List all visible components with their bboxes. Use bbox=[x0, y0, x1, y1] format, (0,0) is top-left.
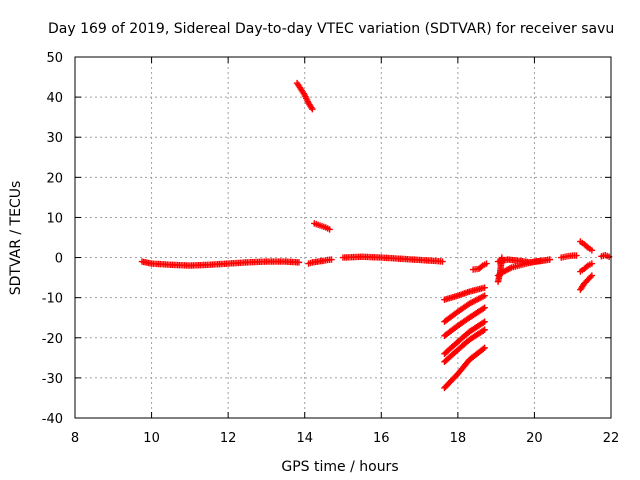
series-drop-a bbox=[441, 284, 488, 303]
y-tick-label: -40 bbox=[42, 412, 63, 427]
data-point bbox=[587, 273, 594, 281]
y-tick-label: 10 bbox=[46, 211, 63, 226]
y-tick-label: 30 bbox=[46, 131, 63, 146]
series-short-segments bbox=[305, 256, 335, 267]
series-end-21-8 bbox=[598, 251, 613, 260]
series-spike-up bbox=[293, 79, 316, 113]
x-tick-label: 14 bbox=[296, 431, 313, 446]
data-point bbox=[481, 292, 488, 299]
x-tick-label: 16 bbox=[373, 431, 390, 446]
y-tick-label: 50 bbox=[46, 51, 63, 66]
series-fall-21-b bbox=[577, 272, 596, 293]
series-drop-b bbox=[441, 292, 488, 325]
x-tick-label: 20 bbox=[526, 431, 543, 446]
plot-frame bbox=[74, 56, 612, 419]
data-point bbox=[480, 345, 487, 353]
series-drop-c bbox=[441, 304, 488, 339]
x-tick-label: 8 bbox=[71, 431, 79, 446]
data-point bbox=[480, 319, 487, 326]
data-point bbox=[546, 256, 553, 263]
series-baseline-mid bbox=[339, 253, 446, 265]
data-point bbox=[481, 284, 488, 291]
y-tick-label: -10 bbox=[42, 292, 63, 307]
axes: 8 10 12 14 16 18 20 22 -40 -30 -20 -10 0 10 20 30 40 50 bbox=[42, 51, 620, 446]
data-point bbox=[573, 252, 580, 259]
data-point bbox=[309, 105, 316, 113]
series-fall-21-a bbox=[577, 260, 596, 275]
data-point bbox=[588, 247, 596, 254]
x-tick-label: 10 bbox=[143, 431, 160, 446]
data-point bbox=[328, 256, 335, 263]
data-point bbox=[481, 344, 488, 352]
data-point bbox=[588, 260, 596, 267]
series-rise-21 bbox=[577, 238, 596, 254]
series-drop-e bbox=[441, 326, 488, 366]
data-point bbox=[481, 326, 488, 333]
series-drop-d bbox=[441, 318, 488, 358]
series-short-near-18-5 bbox=[469, 260, 490, 273]
y-tick-label: 0 bbox=[55, 252, 63, 267]
x-tick-label: 18 bbox=[450, 431, 467, 446]
data-point bbox=[480, 305, 487, 312]
data-point bbox=[326, 226, 333, 233]
series-baseline-early bbox=[138, 258, 303, 269]
series-spike-mid bbox=[311, 220, 333, 233]
data-point bbox=[481, 304, 488, 311]
y-axis-label: SDTVAR / TECUs bbox=[8, 181, 24, 296]
series-cluster-19-20-c bbox=[494, 254, 506, 285]
data-point bbox=[295, 259, 303, 266]
data-points bbox=[138, 79, 613, 392]
grid bbox=[75, 57, 611, 418]
series-near-21 bbox=[558, 252, 580, 261]
series-drop-f bbox=[441, 344, 488, 392]
x-axis-label: GPS time / hours bbox=[281, 459, 398, 475]
chart-title: Day 169 of 2019, Sidereal Day-to-day VTE… bbox=[48, 21, 614, 37]
y-tick-label: 40 bbox=[46, 91, 63, 106]
data-point bbox=[439, 258, 446, 265]
y-tick-label: -20 bbox=[42, 332, 63, 347]
y-tick-label: 20 bbox=[46, 171, 63, 186]
x-tick-label: 12 bbox=[220, 431, 237, 446]
data-point bbox=[588, 272, 596, 279]
data-point bbox=[481, 318, 488, 325]
data-point bbox=[480, 327, 487, 334]
x-tick-label: 22 bbox=[603, 431, 620, 446]
data-point bbox=[498, 254, 506, 261]
y-tick-label: -30 bbox=[42, 372, 63, 387]
data-point bbox=[483, 260, 490, 267]
